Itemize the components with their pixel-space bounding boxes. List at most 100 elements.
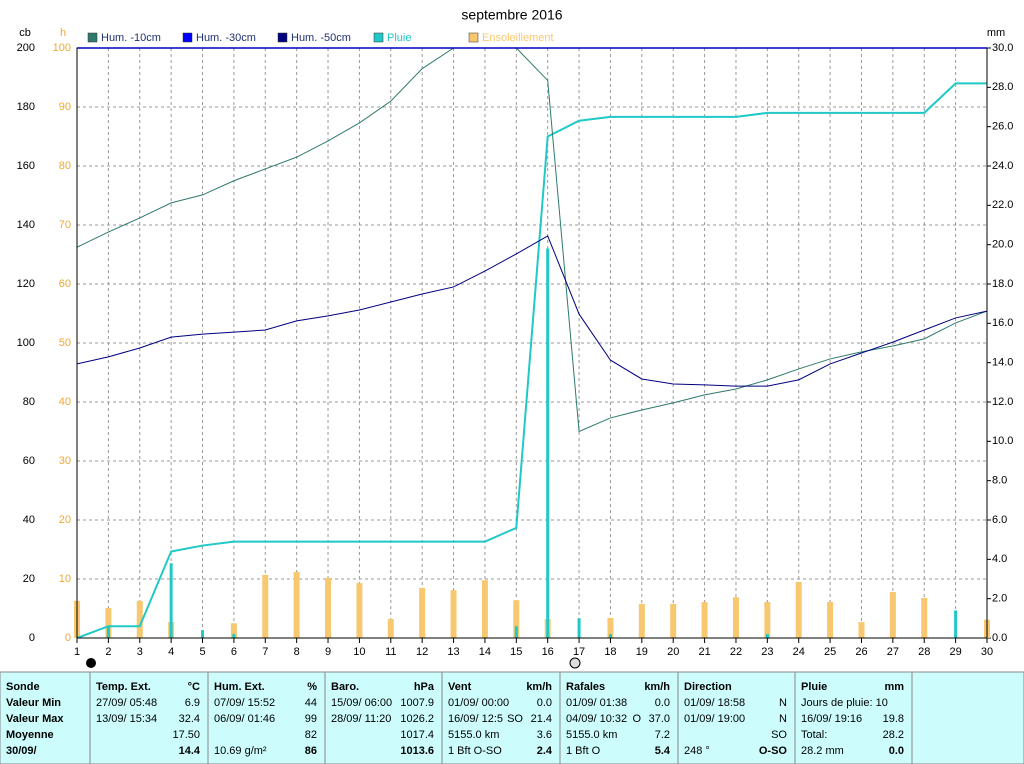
cell-value: N: [779, 713, 787, 725]
cell-text: 10.69 g/m²: [214, 745, 267, 757]
x-tick-label: 30: [981, 646, 993, 658]
x-tick-label: 23: [761, 646, 773, 658]
daily-rain-bar: [608, 634, 612, 638]
y3-tick-label: 0: [65, 632, 71, 644]
cell-value: 28.2: [883, 729, 904, 741]
cell-value: 19.8: [883, 713, 904, 725]
x-tick-label: 2: [105, 646, 111, 658]
x-tick-label: 10: [353, 646, 365, 658]
cell-direction: SO: [507, 713, 523, 725]
column-header: Vent: [448, 681, 472, 693]
y2-tick-label: 14.0: [992, 357, 1013, 369]
y-tick-label: 20: [23, 573, 35, 585]
y2-tick-label: 24.0: [992, 160, 1013, 172]
sunshine-bar: [764, 602, 771, 638]
legend-swatch: [373, 32, 384, 43]
cell-value: N: [779, 697, 787, 709]
x-tick-label: 6: [231, 646, 237, 658]
sunshine-bar: [419, 587, 426, 638]
sunshine-bar: [795, 581, 802, 638]
x-tick-label: 17: [573, 646, 585, 658]
y-tick-label: 60: [23, 455, 35, 467]
x-tick-label: 21: [698, 646, 710, 658]
cell-text: 04/09/ 10:32: [566, 713, 627, 725]
cell-value: 44: [305, 697, 317, 709]
cell-text: 248 °: [684, 745, 710, 757]
cell-text: 28/09/ 11:20: [331, 713, 391, 725]
cell-value: 21.4: [531, 713, 552, 725]
sunshine-bar: [858, 622, 865, 638]
cell-text: 5155.0 km: [448, 729, 499, 741]
daily-rain-bar: [577, 618, 581, 638]
cell-value: 37.0: [649, 713, 670, 725]
sunshine-bar: [450, 590, 457, 638]
cell-value: 17.50: [172, 729, 200, 741]
cell-value: 5.4: [655, 745, 671, 757]
row-label: Moyenne: [6, 729, 54, 741]
sunshine-bar: [607, 617, 614, 638]
cell-text: 16/09/ 12:5: [448, 713, 503, 725]
y-tick-label: 140: [17, 219, 35, 231]
column-unit: mm: [884, 681, 904, 693]
table-background: [0, 671, 1024, 764]
sunshine-bar: [670, 603, 677, 638]
cell-value: 14.4: [179, 745, 201, 757]
cell-value: 0.0: [537, 697, 552, 709]
legend-label: Hum. -10cm: [101, 32, 161, 44]
cell-text: Jours de pluie: 10: [801, 697, 888, 709]
y2-tick-label: 26.0: [992, 121, 1013, 133]
cell-value: 0.0: [655, 697, 670, 709]
cell-value: 7.2: [655, 729, 670, 741]
legend-swatch: [468, 32, 479, 43]
legend-label: Ensoleillement: [482, 32, 554, 44]
sunshine-bar: [293, 571, 300, 638]
column-header: Rafales: [566, 681, 605, 693]
sunshine-bar: [732, 597, 739, 638]
cell-text: 13/09/ 15:34: [96, 713, 157, 725]
cell-value: 6.9: [185, 697, 200, 709]
y3-tick-label: 50: [59, 337, 71, 349]
y2-axis-label: mm: [987, 27, 1005, 39]
x-tick-label: 7: [262, 646, 268, 658]
legend-label: Pluie: [387, 32, 411, 44]
x-tick-label: 15: [510, 646, 522, 658]
cell-direction: O: [632, 713, 641, 725]
y-axis-label: cb: [19, 27, 31, 39]
x-tick-label: 13: [447, 646, 459, 658]
y3-tick-label: 40: [59, 396, 71, 408]
sunshine-bar: [325, 577, 332, 638]
sunshine-bar: [230, 623, 237, 638]
cell-value: 82: [305, 729, 317, 741]
y2-tick-label: 6.0: [992, 514, 1007, 526]
column-unit: %: [307, 681, 317, 693]
x-tick-label: 9: [325, 646, 331, 658]
x-tick-label: 1: [74, 646, 80, 658]
legend-swatch: [277, 32, 288, 43]
y3-tick-label: 80: [59, 160, 71, 172]
y3-tick-label: 20: [59, 514, 71, 526]
series-line: [77, 235, 987, 387]
column-header: Pluie: [801, 681, 827, 693]
sunshine-bar: [262, 574, 269, 638]
y2-tick-label: 20.0: [992, 239, 1013, 251]
y3-tick-label: 70: [59, 219, 71, 231]
cell-text: 27/09/ 05:48: [96, 697, 157, 709]
y-tick-label: 100: [17, 337, 35, 349]
cell-value: 32.4: [179, 713, 200, 725]
cell-value: O-SO: [759, 745, 788, 757]
x-tick-label: 3: [137, 646, 143, 658]
series-line: [77, 48, 987, 433]
summary-table: Sonde Valeur Min Valeur Max Moyenne 30/09/Te…: [0, 671, 1024, 764]
cell-text: 1 Bft O-SO: [448, 745, 502, 757]
cell-text: 01/09/ 01:38: [566, 697, 627, 709]
sunshine-bar: [701, 602, 708, 638]
x-tick-label: 5: [199, 646, 205, 658]
y2-tick-label: 30.0: [992, 42, 1013, 54]
column-unit: hPa: [414, 681, 435, 693]
y3-axis-label: h: [60, 27, 66, 39]
x-tick-label: 24: [793, 646, 805, 658]
legend-label: Hum. -30cm: [196, 32, 256, 44]
cell-text: 16/09/ 19:16: [801, 713, 862, 725]
chart-title: septembre 2016: [461, 7, 562, 23]
cell-value: SO: [771, 729, 787, 741]
